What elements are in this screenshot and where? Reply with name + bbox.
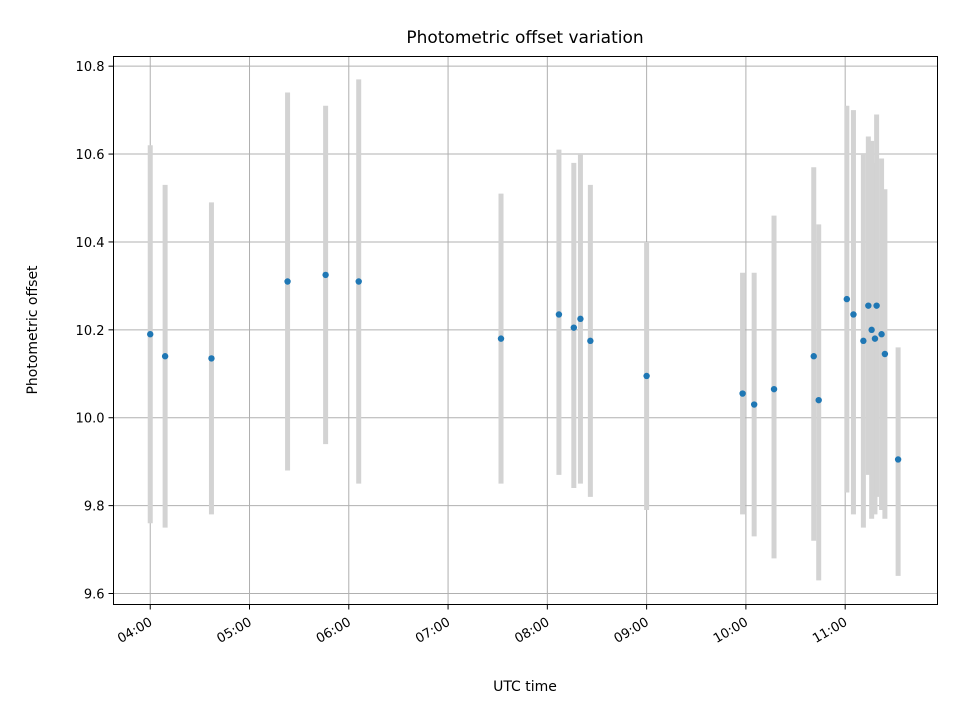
data-point — [322, 271, 329, 279]
y-axis-label: Photometric offset — [25, 265, 41, 395]
data-point — [868, 326, 875, 334]
data-point — [739, 390, 746, 397]
y-tick-label: 10.2 — [76, 324, 105, 339]
data-point — [284, 278, 291, 285]
data-point — [865, 302, 872, 309]
data-point — [815, 396, 822, 404]
data-point — [643, 372, 650, 380]
data-point — [147, 331, 154, 338]
data-point — [355, 278, 362, 285]
y-tick-label: 10.4 — [76, 236, 105, 251]
y-tick-label: 9.6 — [84, 588, 105, 603]
data-point — [161, 353, 169, 360]
y-tick-label: 9.8 — [84, 500, 105, 515]
x-axis-label: UTC time — [493, 679, 557, 695]
data-point — [497, 335, 505, 342]
plot-frame — [113, 56, 938, 605]
data-point — [810, 353, 817, 360]
data-point — [894, 456, 902, 463]
data-point — [208, 355, 215, 362]
data-point — [587, 337, 594, 345]
data-point — [555, 311, 563, 318]
y-axis: 9.6 9.8 10.0 10.2 10.4 10.6 10.8 — [76, 60, 114, 603]
data-point — [570, 324, 578, 331]
data-point — [871, 335, 879, 342]
y-tick-label: 10.6 — [76, 148, 105, 163]
data-point — [881, 350, 889, 358]
data-point — [577, 315, 584, 323]
y-tick-label: 10.0 — [76, 412, 105, 427]
data-point — [850, 311, 857, 318]
data-point — [750, 401, 758, 408]
data-point — [878, 331, 885, 338]
data-points — [147, 271, 902, 463]
y-tick-label: 10.8 — [76, 60, 105, 75]
chart-title: Photometric offset variation — [406, 28, 643, 48]
data-point — [843, 295, 851, 303]
data-point — [873, 302, 880, 309]
data-point — [860, 337, 867, 345]
data-point — [770, 385, 778, 393]
